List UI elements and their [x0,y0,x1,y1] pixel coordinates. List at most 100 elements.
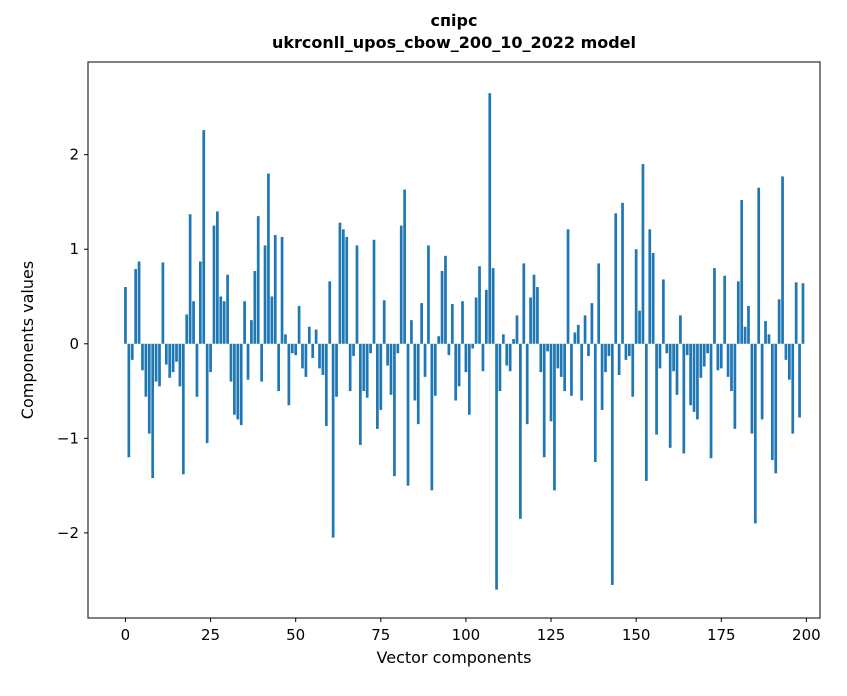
x-tick-label: 125 [537,626,566,644]
bar [478,266,481,344]
bar [798,343,801,418]
bar [539,343,543,373]
bar [175,343,178,362]
bar [767,334,771,344]
bar [379,343,383,410]
bar [655,343,658,435]
bar [587,343,590,357]
bar [764,321,767,344]
bar [730,343,733,392]
bar [376,343,379,429]
bar [617,343,621,375]
bar [794,282,798,344]
bar [256,216,260,344]
bar [345,236,349,344]
bar [484,289,488,344]
y-tick-label: 2 [69,146,79,164]
bar [141,343,144,371]
bar [801,283,805,344]
bar [444,255,447,344]
bar [372,239,376,344]
bar [461,301,464,344]
bar [498,343,502,392]
bar [447,343,451,356]
bar [216,211,219,344]
bar [226,274,229,344]
bar [267,173,270,344]
bar [396,343,400,354]
bar [209,343,212,373]
bar [236,343,240,420]
bar [212,225,216,344]
bar [335,343,338,397]
bar [566,229,570,344]
bar [304,343,308,377]
chart-subtitle: ukrconll_upos_cbow_200_10_2022 model [271,33,637,52]
bar [580,343,584,401]
bar [788,343,791,380]
bar [410,320,413,344]
bar [522,263,526,344]
bar [467,343,471,415]
chart-title: спірс [430,11,478,30]
bar [488,93,492,344]
bar [706,343,709,354]
chart-title-block: спірс ukrconll_upos_cbow_200_10_2022 mod… [88,10,820,54]
bar [321,343,325,375]
bar [229,343,233,382]
bar [597,263,601,344]
bar [733,343,737,429]
bar [430,343,434,491]
bar [679,315,682,344]
bar [624,343,628,360]
bar [607,343,611,357]
bar [665,343,669,354]
bar [515,315,519,344]
bar [362,343,366,392]
bar [614,213,618,344]
bar [205,343,209,444]
bar [573,332,577,344]
bar [369,343,372,354]
bar [641,164,645,344]
bar [464,343,468,373]
y-tick-label: 0 [69,335,79,353]
bar [692,343,696,412]
bar [382,300,386,344]
bar [386,343,389,366]
bar [137,261,141,344]
bar [696,343,699,420]
bar [648,229,652,344]
bar [406,343,410,486]
bar [433,343,437,396]
bar [284,334,287,344]
bar [713,268,716,344]
bar [420,303,424,344]
bar [164,343,168,365]
bar [750,343,754,434]
bar [747,305,750,344]
bar [253,270,257,344]
bar [147,343,151,434]
bar [600,343,604,410]
x-tick-label: 0 [121,626,131,644]
bar [529,297,532,344]
bar [314,329,318,344]
bar [716,343,720,371]
bar [774,343,778,474]
bar [311,343,315,358]
bar [474,297,478,344]
bar [753,343,757,524]
bar [219,296,223,344]
bar [702,343,706,367]
bar [331,343,335,538]
bar [570,343,573,396]
bar [263,245,267,344]
bar [682,343,686,454]
bar [699,343,703,378]
bar [658,343,662,369]
bar [621,202,624,344]
bar [144,343,148,397]
bar [662,279,665,344]
